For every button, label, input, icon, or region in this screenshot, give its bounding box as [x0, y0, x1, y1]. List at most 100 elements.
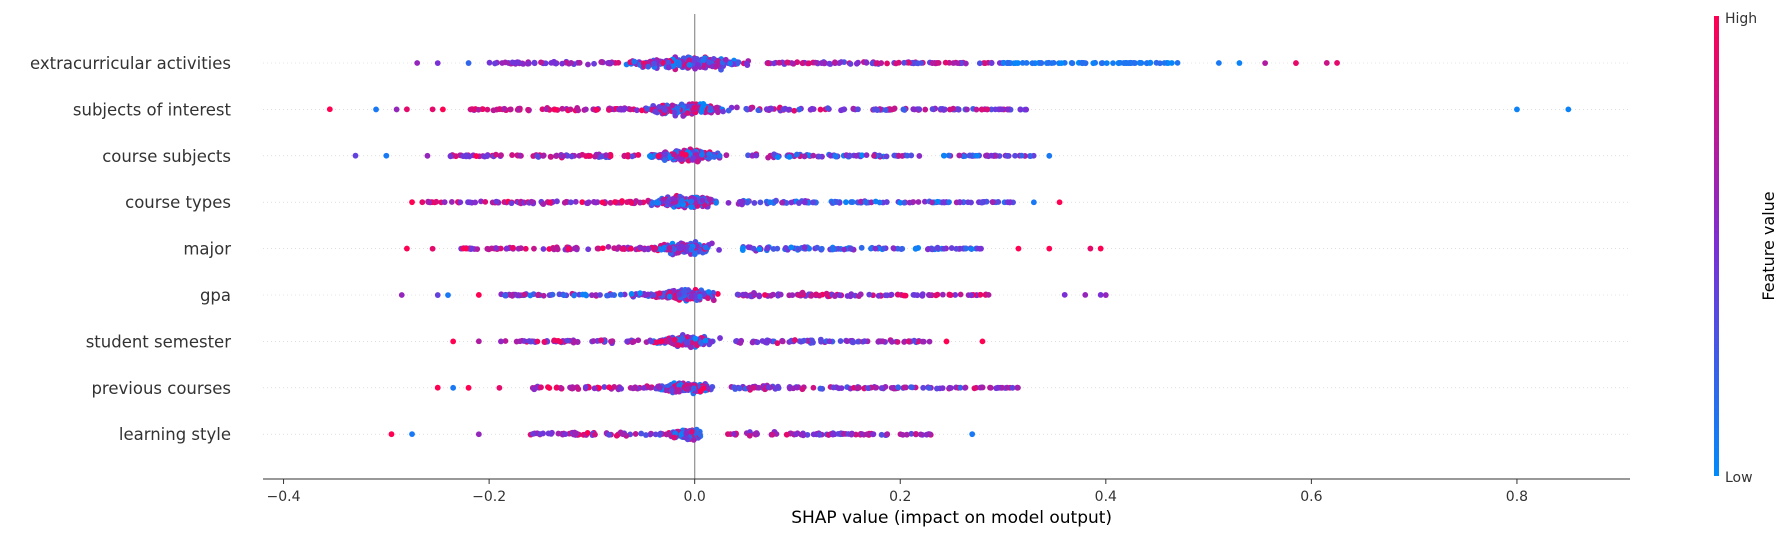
shap-point — [1004, 106, 1011, 113]
shap-point — [884, 60, 890, 67]
shap-point — [688, 293, 695, 300]
shap-point — [708, 338, 715, 345]
shap-point — [834, 199, 840, 205]
shap-point — [687, 344, 694, 351]
shap-point — [540, 201, 547, 207]
shap-point — [731, 384, 737, 391]
shap-point — [809, 337, 815, 344]
shap-point — [393, 106, 400, 113]
shap-point — [613, 432, 620, 439]
shap-point — [994, 384, 1001, 391]
shap-point — [1017, 106, 1024, 113]
shap-point — [817, 336, 824, 343]
shap-point — [894, 339, 901, 345]
colorbar-title: Feature value — [1759, 191, 1778, 300]
shap-point — [1110, 60, 1116, 67]
shap-point — [591, 385, 598, 392]
shap-point — [782, 244, 789, 251]
shap-point — [929, 106, 936, 112]
shap-point — [1565, 106, 1572, 113]
shap-point — [538, 59, 544, 66]
shap-point — [705, 289, 712, 295]
shap-point — [565, 245, 572, 252]
shap-point — [727, 60, 733, 67]
shap-point — [869, 60, 876, 67]
shap-point — [553, 384, 560, 391]
shap-point — [783, 431, 790, 438]
shap-point — [564, 337, 571, 344]
shap-point — [735, 59, 742, 66]
shap-point — [474, 246, 481, 253]
shap-point — [831, 293, 838, 299]
shap-point — [927, 431, 933, 438]
shap-point — [611, 383, 618, 390]
shap-point — [969, 431, 976, 438]
shap-point — [745, 244, 752, 251]
feature-label: previous courses — [91, 379, 231, 398]
shap-point — [898, 246, 905, 252]
colorbar: High Low Feature value — [1714, 11, 1778, 486]
shap-point — [579, 151, 586, 158]
shap-point — [531, 386, 538, 393]
shap-point — [684, 339, 691, 346]
shap-point — [888, 291, 895, 298]
shap-point — [466, 199, 473, 206]
shap-point — [776, 59, 783, 66]
shap-point — [656, 103, 663, 110]
shap-point — [607, 153, 614, 160]
shap-point — [946, 199, 952, 205]
shap-point — [666, 289, 673, 296]
shap-point — [788, 60, 795, 66]
shap-point — [670, 195, 677, 202]
shap-point — [594, 245, 601, 252]
shap-point — [691, 104, 698, 111]
colorbar-high-label: High — [1725, 11, 1757, 27]
shap-point — [684, 110, 691, 116]
shap-point — [655, 383, 661, 390]
shap-point — [501, 105, 508, 112]
shap-point — [645, 63, 652, 70]
shap-point — [912, 430, 919, 437]
shap-point — [547, 153, 554, 160]
shap-point — [830, 431, 836, 438]
shap-point — [594, 106, 600, 113]
shap-point — [531, 245, 537, 252]
shap-point — [878, 60, 885, 66]
shap-point — [1009, 384, 1016, 391]
shap-point — [531, 59, 538, 66]
shap-point — [979, 384, 986, 391]
shap-point — [750, 245, 757, 252]
shap-point — [1069, 60, 1076, 67]
shap-point — [968, 246, 975, 252]
x-axis-title: SHAP value (impact on model output) — [791, 508, 1112, 528]
shap-point — [690, 385, 697, 392]
shap-point — [547, 199, 553, 206]
shap-point — [671, 151, 677, 158]
shap-point — [1293, 60, 1299, 66]
shap-point — [439, 106, 446, 113]
shap-point — [678, 156, 685, 163]
colorbar-gradient — [1714, 16, 1719, 476]
shap-point — [635, 337, 642, 344]
shap-point — [730, 431, 737, 437]
shap-point — [775, 383, 781, 390]
shap-point — [579, 199, 586, 206]
shap-point — [779, 338, 785, 344]
shap-point — [772, 198, 779, 205]
shap-point — [705, 295, 711, 302]
shap-point — [855, 384, 862, 391]
shap-point — [793, 431, 799, 438]
shap-point — [627, 106, 634, 113]
shap-point — [611, 245, 618, 252]
shap-point — [901, 292, 907, 299]
shap-point — [537, 431, 543, 437]
shap-point — [543, 106, 550, 113]
shap-point — [475, 292, 482, 298]
shap-point — [702, 244, 709, 251]
shap-point — [963, 245, 969, 252]
shap-point — [549, 291, 556, 298]
shap-point — [644, 105, 650, 112]
shap-point — [926, 338, 933, 345]
shap-point — [636, 244, 643, 251]
